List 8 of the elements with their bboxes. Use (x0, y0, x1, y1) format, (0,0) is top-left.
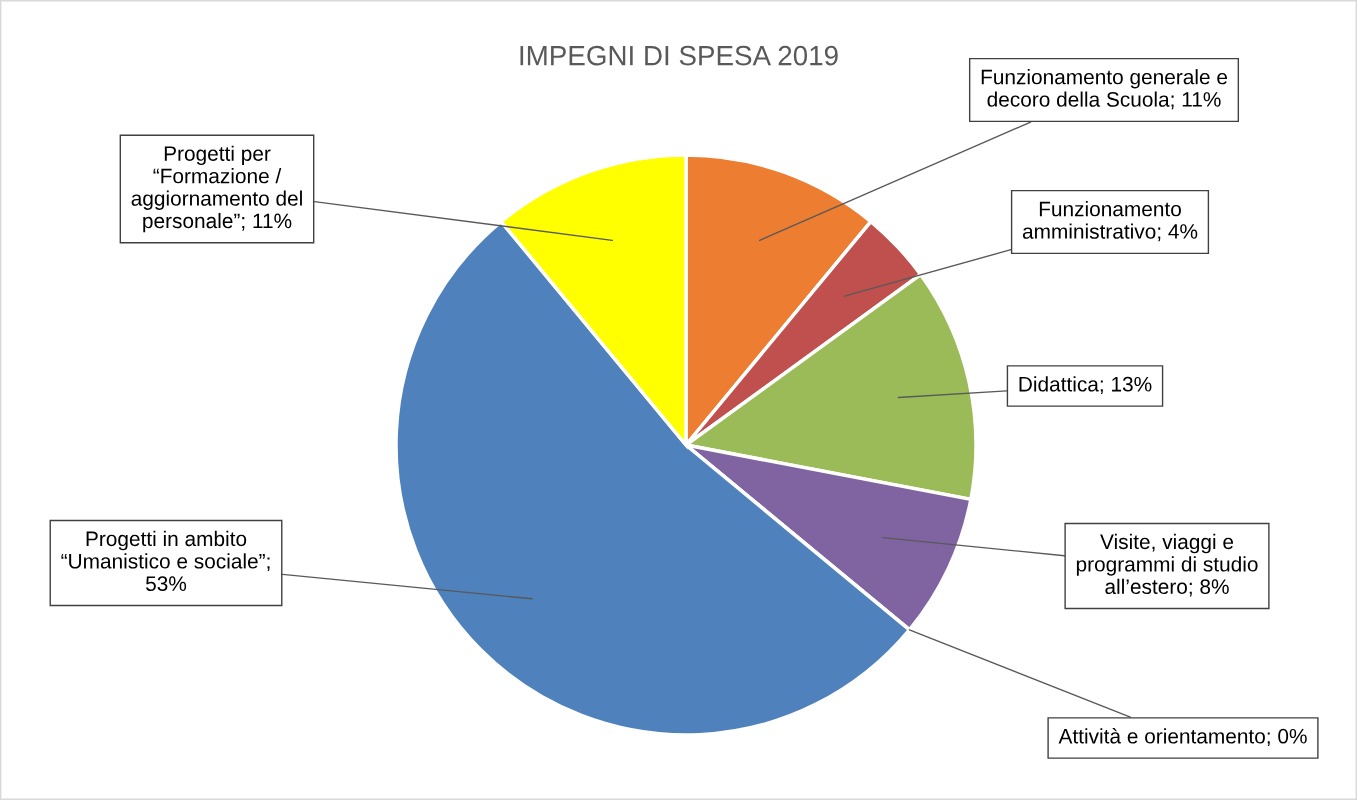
category-label: Attività e orientamento; 0% (1058, 728, 1307, 747)
slice-label: Didattica; 13% (1019, 376, 1152, 395)
chart-title: IMPEGNI DI SPESA 2019 (520, 45, 838, 66)
slice-label: Progetti in ambito “Umanistico e sociale”; 53% (61, 530, 270, 592)
slice-label: Funzionamento generale e decoro della Scuola; 11% (981, 69, 1228, 110)
slice-label: Progetti per “Formazione / aggiornamento del personale”; 11% (131, 145, 302, 233)
slice-label: Funzionamento amministrativo; 4% (1022, 201, 1198, 242)
slice-label: Visite, viaggi e programmi di studio all’estero; 8% (1076, 533, 1258, 597)
